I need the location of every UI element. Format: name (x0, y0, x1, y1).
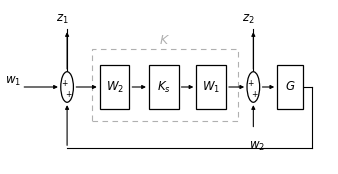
Bar (277, 65, 304, 109)
Text: $w_1$: $w_1$ (5, 75, 21, 88)
Text: $K_s$: $K_s$ (157, 80, 171, 94)
Bar (100, 65, 129, 109)
Text: $G$: $G$ (285, 81, 295, 93)
Bar (92, 49, 238, 121)
Text: +: + (65, 90, 72, 99)
Text: +: + (61, 79, 68, 88)
Text: $K$: $K$ (159, 34, 170, 47)
Text: +: + (251, 90, 258, 99)
Circle shape (61, 72, 73, 102)
Bar (196, 65, 226, 109)
Text: $z_2$: $z_2$ (242, 13, 255, 26)
Text: $W_1$: $W_1$ (202, 80, 220, 94)
Bar (149, 65, 179, 109)
Text: $z_1$: $z_1$ (56, 13, 69, 26)
Text: $w_2$: $w_2$ (249, 140, 265, 153)
Circle shape (247, 72, 260, 102)
Text: $W_2$: $W_2$ (105, 80, 124, 94)
Text: +: + (247, 79, 254, 88)
